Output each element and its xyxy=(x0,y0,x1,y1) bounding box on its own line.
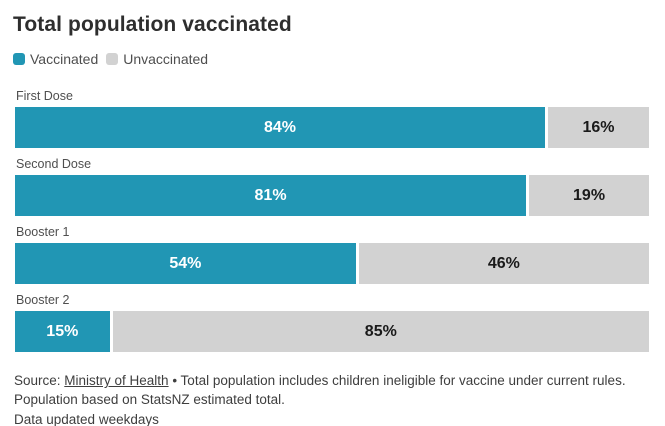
unvaccinated-segment: 16% xyxy=(548,107,649,148)
vaccinated-value: 84% xyxy=(264,118,297,136)
stacked-bar: 54% 46% xyxy=(15,243,649,284)
vaccinated-swatch-icon xyxy=(13,53,25,65)
population-note: Population based on StatsNZ estimated to… xyxy=(14,392,285,407)
bar-row-booster-2: Booster 2 15% 85% xyxy=(15,293,649,352)
unvaccinated-value: 19% xyxy=(573,186,606,204)
stacked-bar: 84% 16% xyxy=(15,107,649,148)
update-frequency-note: Data updated weekdays xyxy=(14,412,159,426)
source-note: Source: Ministry of Health • Total popul… xyxy=(14,371,649,390)
vaccinated-segment: 84% xyxy=(15,107,546,148)
stacked-bar: 81% 19% xyxy=(15,175,649,216)
source-label: Source: xyxy=(14,373,65,388)
chart-footer: Source: Ministry of Health • Total popul… xyxy=(13,371,649,426)
bar-label: Booster 1 xyxy=(16,225,70,239)
vaccinated-value: 54% xyxy=(169,254,202,272)
unvaccinated-swatch-icon xyxy=(106,53,119,65)
unvaccinated-segment: 19% xyxy=(529,175,649,216)
bar-row-booster-1: Booster 1 54% 46% xyxy=(15,225,649,284)
vaccinated-segment: 54% xyxy=(15,243,356,284)
unvaccinated-segment: 46% xyxy=(358,243,649,284)
source-note-text: • Total population includes children ine… xyxy=(168,373,626,388)
bar-label: First Dose xyxy=(16,89,73,103)
legend: Vaccinated Unvaccinated xyxy=(13,51,649,67)
legend-item-vaccinated: Vaccinated xyxy=(13,51,98,67)
unvaccinated-segment: 85% xyxy=(112,311,649,352)
vaccinated-segment: 15% xyxy=(15,311,110,352)
chart-title: Total population vaccinated xyxy=(13,13,292,36)
vaccinated-value: 15% xyxy=(46,322,79,340)
unvaccinated-value: 85% xyxy=(364,322,397,340)
unvaccinated-value: 46% xyxy=(487,254,520,272)
source-link[interactable]: Ministry of Health xyxy=(64,373,169,388)
legend-item-unvaccinated: Unvaccinated xyxy=(106,51,208,67)
legend-label-unvaccinated: Unvaccinated xyxy=(123,51,209,67)
bar-row-second-dose: Second Dose 81% 19% xyxy=(15,157,649,216)
bar-label: Second Dose xyxy=(16,157,92,171)
stacked-bar: 15% 85% xyxy=(15,311,649,352)
bar-label: Booster 2 xyxy=(16,293,70,307)
bar-chart: First Dose 84% 16% Second Dose 81% 19% xyxy=(13,89,649,352)
bar-row-first-dose: First Dose 84% 16% xyxy=(15,89,649,148)
legend-label-vaccinated: Vaccinated xyxy=(30,51,99,67)
vaccinated-segment: 81% xyxy=(15,175,527,216)
unvaccinated-value: 16% xyxy=(582,118,615,136)
vaccinated-value: 81% xyxy=(254,186,287,204)
